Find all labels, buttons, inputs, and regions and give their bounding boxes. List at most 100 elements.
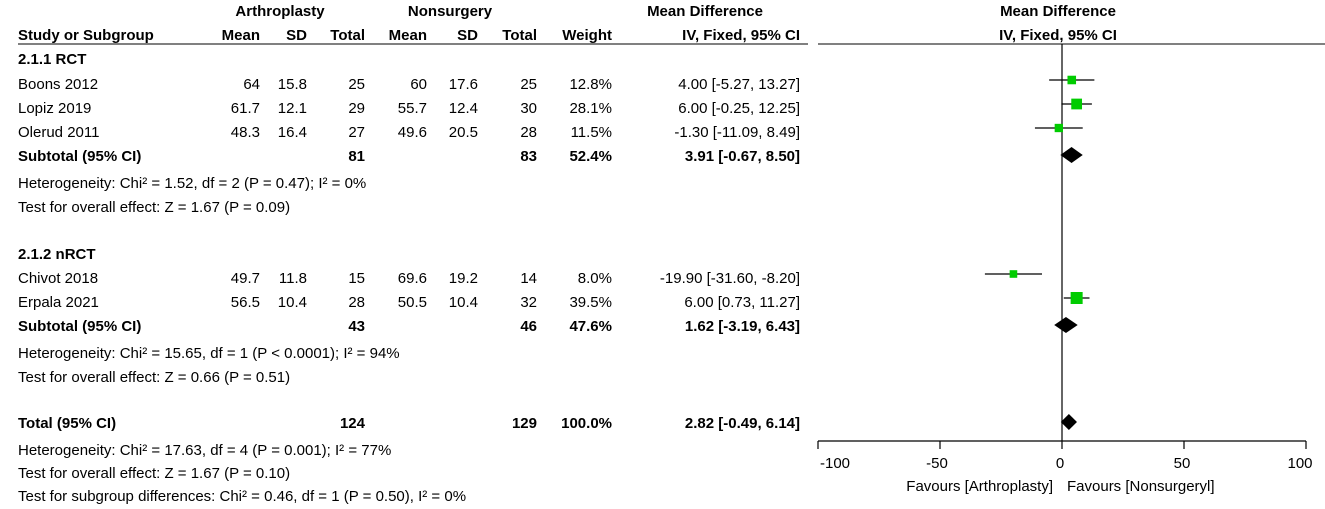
overall-effect-text: Test for overall effect: Z = 1.67 (P = 0… <box>18 199 291 216</box>
total-weight: 100.0% <box>561 415 612 432</box>
pooled-diamond <box>1060 147 1083 163</box>
md-header-left: Mean Difference <box>647 3 763 20</box>
sd2-header: SD <box>457 27 478 44</box>
x-tick-label: -100 <box>819 455 851 472</box>
subtotal-ci: 3.91 [-0.67, 8.50] <box>684 148 800 165</box>
mean2-cell: 49.6 <box>397 124 427 141</box>
heterogeneity-text: Heterogeneity: Chi² = 15.65, df = 1 (P <… <box>18 345 400 362</box>
mean2-header: Mean <box>388 27 427 44</box>
group1-header: Arthroplasty <box>235 3 325 20</box>
total1-cell: 15 <box>348 270 365 287</box>
mean1-cell: 61.7 <box>230 100 260 117</box>
weight-cell: 8.0% <box>577 270 612 287</box>
group2-header: Nonsurgery <box>407 3 493 20</box>
total2-cell: 28 <box>520 124 537 141</box>
study-square <box>1070 292 1083 304</box>
subgroup-title: 2.1.1 RCT <box>18 51 87 68</box>
study-name: Boons 2012 <box>18 76 99 93</box>
subtotal-total2: 46 <box>520 318 537 335</box>
total1-cell: 27 <box>348 124 365 141</box>
subtotal-weight: 52.4% <box>569 148 612 165</box>
sd2-cell: 10.4 <box>448 294 478 311</box>
sd1-cell: 15.8 <box>277 76 307 93</box>
favours-right-label: Favours [Nonsurgeryl] <box>1067 478 1215 495</box>
subtotal-weight: 47.6% <box>569 318 612 335</box>
study-column-header: Study or Subgroup <box>18 27 154 44</box>
total2-cell: 25 <box>520 76 537 93</box>
total-heterogeneity-text: Heterogeneity: Chi² = 17.63, df = 4 (P =… <box>18 442 392 459</box>
subgroup-differences-text: Test for subgroup differences: Chi² = 0.… <box>18 488 467 505</box>
sd1-header: SD <box>286 27 307 44</box>
md-header-right: Mean Difference <box>1000 3 1116 20</box>
study-name: Olerud 2011 <box>18 124 100 141</box>
ci-cell: -1.30 [-11.09, 8.49] <box>674 124 800 141</box>
study-name: Chivot 2018 <box>18 270 99 287</box>
sd2-cell: 20.5 <box>448 124 478 141</box>
weight-cell: 39.5% <box>569 294 612 311</box>
favours-left-label: Favours [Arthroplasty] <box>906 478 1053 495</box>
sd2-cell: 12.4 <box>448 100 478 117</box>
subtotal-total2: 83 <box>520 148 537 165</box>
total-ci: 2.82 [-0.49, 6.14] <box>684 415 800 432</box>
ci-cell: 6.00 [-0.25, 12.25] <box>678 100 800 117</box>
mean1-cell: 48.3 <box>230 124 260 141</box>
study-square <box>1067 75 1077 85</box>
mean1-cell: 49.7 <box>230 270 260 287</box>
heterogeneity-text: Heterogeneity: Chi² = 1.52, df = 2 (P = … <box>18 175 367 192</box>
weight-header: Weight <box>562 27 612 44</box>
ci-header-right: IV, Fixed, 95% CI <box>999 27 1117 44</box>
total2-header: Total <box>502 27 537 44</box>
total1-cell: 29 <box>348 100 365 117</box>
subtotal-ci: 1.62 [-3.19, 6.43] <box>684 318 800 335</box>
total-label: Total (95% CI) <box>18 415 117 432</box>
total-overall-effect-text: Test for overall effect: Z = 1.67 (P = 0… <box>18 465 291 482</box>
mean2-cell: 50.5 <box>397 294 427 311</box>
subtotal-total1: 43 <box>348 318 365 335</box>
subgroup-title: 2.1.2 nRCT <box>18 246 96 263</box>
study-name: Erpala 2021 <box>18 294 99 311</box>
x-tick-label: 50 <box>1173 455 1191 472</box>
total2-cell: 32 <box>520 294 537 311</box>
pooled-diamond <box>1054 317 1078 333</box>
total1-cell: 25 <box>348 76 365 93</box>
ci-cell: 4.00 [-5.27, 13.27] <box>678 76 800 93</box>
mean2-cell: 55.7 <box>397 100 427 117</box>
total-total1: 124 <box>339 415 365 432</box>
mean2-cell: 60 <box>410 76 427 93</box>
study-name: Lopiz 2019 <box>18 100 92 117</box>
mean1-header: Mean <box>221 27 260 44</box>
mean1-cell: 64 <box>243 76 260 93</box>
sd1-cell: 16.4 <box>277 124 307 141</box>
total2-cell: 14 <box>520 270 537 287</box>
sd2-cell: 19.2 <box>448 270 478 287</box>
study-square <box>1009 270 1018 278</box>
subtotal-label: Subtotal (95% CI) <box>18 148 142 165</box>
x-tick-label: -50 <box>926 455 948 472</box>
sd2-cell: 17.6 <box>448 76 478 93</box>
x-tick-label: 0 <box>1055 455 1065 472</box>
overall-effect-text: Test for overall effect: Z = 0.66 (P = 0… <box>18 369 291 386</box>
study-square <box>1054 123 1063 133</box>
ci-cell: -19.90 [-31.60, -8.20] <box>659 270 800 287</box>
subtotal-total1: 81 <box>348 148 365 165</box>
sd1-cell: 10.4 <box>277 294 307 311</box>
sd1-cell: 11.8 <box>278 270 307 287</box>
mean1-cell: 56.5 <box>230 294 260 311</box>
sd1-cell: 12.1 <box>277 100 307 117</box>
weight-cell: 11.5% <box>570 124 612 141</box>
pooled-diamond <box>1060 414 1077 430</box>
ci-header-left: IV, Fixed, 95% CI <box>682 27 800 44</box>
weight-cell: 12.8% <box>569 76 612 93</box>
ci-cell: 6.00 [0.73, 11.27] <box>684 294 800 311</box>
total-total2: 129 <box>511 415 537 432</box>
study-square <box>1071 98 1083 110</box>
total1-cell: 28 <box>348 294 365 311</box>
x-tick-label: 100 <box>1287 455 1313 472</box>
subtotal-label: Subtotal (95% CI) <box>18 318 142 335</box>
total2-cell: 30 <box>520 100 537 117</box>
weight-cell: 28.1% <box>569 100 612 117</box>
total1-header: Total <box>330 27 365 44</box>
mean2-cell: 69.6 <box>397 270 427 287</box>
